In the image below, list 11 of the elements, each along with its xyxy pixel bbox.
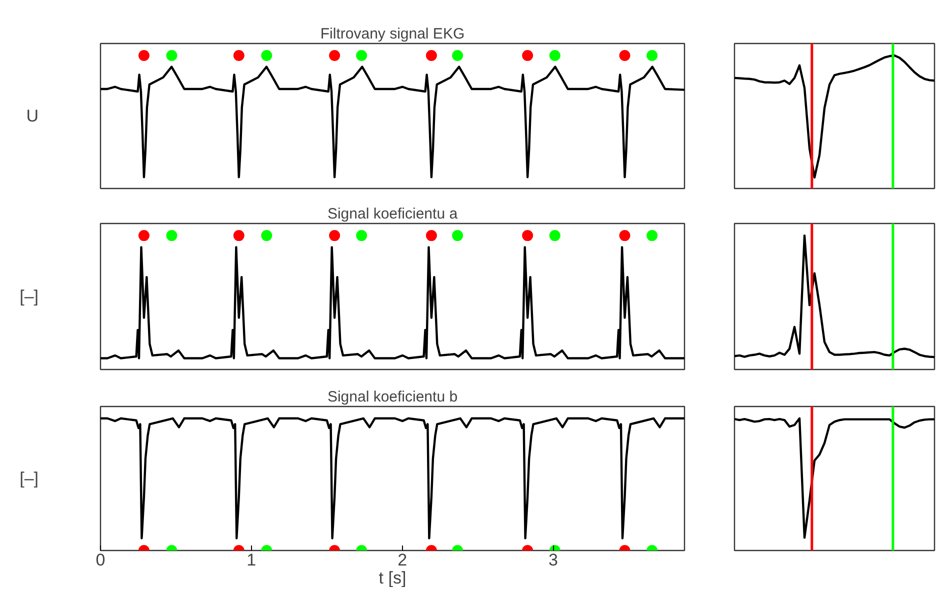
y-axis-title: U	[26, 106, 39, 126]
chart-title: Signal koeficientu a	[327, 206, 458, 222]
x-axis-title: t [s]	[378, 568, 406, 588]
y-axis-title: [–]	[20, 287, 39, 306]
y-axis-title: [–]	[20, 469, 39, 488]
chart-title: Filtrovany signal EKG	[320, 26, 465, 42]
x-tick-label: 2	[398, 550, 408, 570]
x-tick-label: 0	[96, 550, 106, 570]
chart-title: Signal koeficientu b	[327, 388, 458, 406]
x-tick-label: 3	[548, 550, 558, 570]
x-tick-label: 1	[246, 550, 256, 570]
